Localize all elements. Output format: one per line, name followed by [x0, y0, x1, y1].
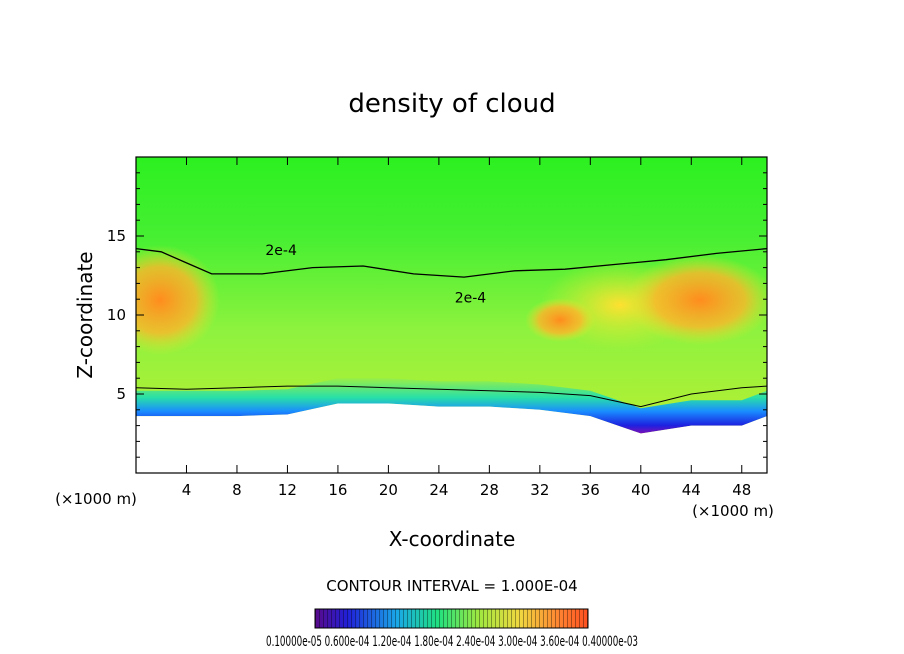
y-axis-label: Z-coordinate: [73, 251, 97, 378]
density-field: 2e-4 2e-4: [136, 157, 767, 473]
contour-interval-label: CONTOUR INTERVAL = 1.000E-04: [326, 577, 577, 595]
x-tick-label: 40: [631, 481, 650, 499]
x-unit-label: (×1000 m): [692, 502, 774, 520]
x-tick-label: 32: [530, 481, 549, 499]
x-tick-label: 8: [232, 481, 242, 499]
chart-title: density of cloud: [348, 89, 555, 119]
x-tick-label: 36: [581, 481, 600, 499]
colorbar-frame: [314, 608, 589, 629]
contour-label: 2e-4: [265, 243, 297, 259]
y-tick-label: 5: [116, 385, 126, 403]
x-tick-label: 20: [379, 481, 398, 499]
hot-region-right: [625, 255, 767, 345]
clear-air-region: [136, 403, 767, 473]
y-tick-label: 15: [107, 227, 126, 245]
contour-label: 2e-4: [455, 290, 487, 306]
contour-1e-4-lower: [136, 385, 767, 408]
x-axis-label: X-coordinate: [389, 527, 516, 551]
contour-2e-4-upper: [136, 247, 767, 278]
x-tick-label: 16: [328, 481, 347, 499]
colorbar: 0.10000e-05 0.600e-04 1.20e-04 1.80e-04 …: [266, 608, 638, 650]
x-tick-label: 48: [732, 481, 751, 499]
hot-region-center: [525, 298, 595, 342]
x-tick-label: 24: [429, 481, 448, 499]
colorbar-ticks: [315, 609, 588, 628]
x-tick-label: 28: [480, 481, 499, 499]
x-tick-label: 12: [278, 481, 297, 499]
x-tick-label: 4: [182, 481, 192, 499]
hot-region-left: [136, 245, 220, 355]
colorbar-tick-labels: 0.10000e-05 0.600e-04 1.20e-04 1.80e-04 …: [266, 634, 638, 650]
z-unit-label: (×1000 m): [55, 490, 137, 508]
cloud-base-band: [136, 378, 767, 434]
x-tick-label: 44: [682, 481, 701, 499]
y-tick-label: 10: [107, 306, 126, 324]
